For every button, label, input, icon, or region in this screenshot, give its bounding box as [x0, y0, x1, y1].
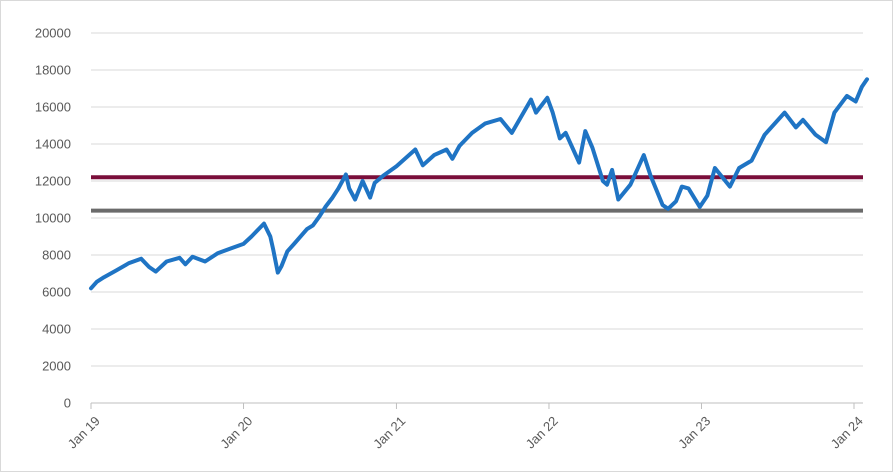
x-tick-label: Jan 24 — [828, 413, 866, 451]
y-tick-label: 20000 — [35, 26, 71, 41]
y-tick-label: 2000 — [42, 359, 71, 374]
y-tick-label: 4000 — [42, 322, 71, 337]
series-line — [89, 77, 869, 291]
y-tick-label: 12000 — [35, 174, 71, 189]
y-tick-label: 6000 — [42, 285, 71, 300]
x-tick-label: Jan 22 — [523, 413, 561, 451]
x-tick-label: Jan 20 — [217, 413, 255, 451]
y-tick-label: 10000 — [35, 211, 71, 226]
x-tick-label: Jan 19 — [65, 413, 103, 451]
y-tick-label: 0 — [64, 396, 71, 411]
x-tick-label: Jan 21 — [370, 413, 408, 451]
y-tick-label: 16000 — [35, 100, 71, 115]
y-tick-label: 14000 — [35, 137, 71, 152]
y-tick-label: 8000 — [42, 248, 71, 263]
x-tick-label: Jan 23 — [675, 413, 713, 451]
y-tick-label: 18000 — [35, 63, 71, 78]
